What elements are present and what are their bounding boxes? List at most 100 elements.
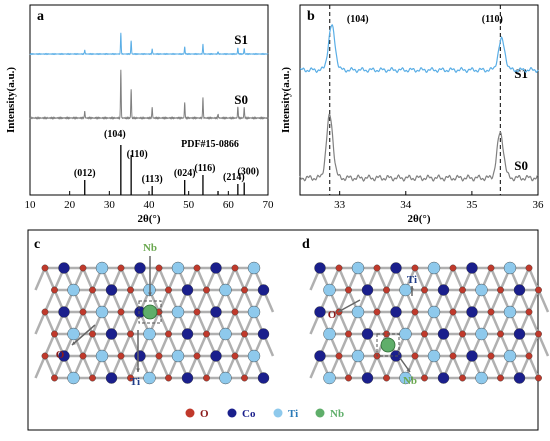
crystal-d-atom — [361, 284, 374, 296]
crystal-d-bond — [451, 289, 464, 313]
crystal-c-atom — [203, 330, 210, 338]
crystal-arrow-head — [406, 368, 410, 372]
crystal-c-atom — [171, 305, 185, 319]
crystal-d-bond — [537, 333, 550, 357]
crystal-c-atom — [155, 352, 163, 360]
crystal-c-bond — [43, 289, 56, 313]
crystal-d-atom — [361, 372, 374, 384]
crystal-d-atom — [427, 305, 441, 319]
crystal-c-atom — [67, 371, 80, 385]
crystal-c-bond — [34, 267, 47, 291]
panel-a-frame — [29, 4, 269, 196]
crystal-d-atom — [437, 372, 450, 384]
panel-a-hkl-label: (214) — [223, 172, 245, 183]
panel-a-letter: a — [37, 9, 44, 24]
panel-a-x-tick-label: 20 — [64, 199, 76, 211]
crystal-c-atom — [58, 262, 70, 274]
crystal-c-atom — [51, 330, 58, 338]
crystal-d-atom — [459, 374, 466, 382]
panel-a-series-s0-line — [29, 69, 269, 121]
legend-o-label: O — [200, 408, 209, 420]
panel-b-ylabel: Intensity(a.u.) — [280, 67, 292, 133]
crystal-d-bond — [527, 355, 540, 379]
crystal-c-atom — [257, 372, 270, 384]
panel-b-x-ticks: 33 34 35 36 — [334, 191, 544, 211]
crystal-d-atom — [351, 349, 365, 363]
crystal-d-bond — [527, 289, 540, 313]
legend-co-swatch — [227, 408, 237, 418]
panel-b-xlabel: 2θ(°) — [408, 213, 431, 225]
crystal-d-bond — [413, 333, 426, 357]
crystal-d-atom — [390, 306, 402, 318]
crystal-c-atom — [219, 327, 232, 341]
crystal-d-atom — [475, 371, 488, 385]
crystal-d-atom — [314, 306, 326, 318]
crystal-c-bond — [157, 311, 170, 335]
crystal-c-bond — [157, 267, 170, 291]
crystal-d-atom — [487, 352, 495, 360]
crystal-c-bond — [233, 289, 246, 313]
crystal-d-bond — [375, 289, 388, 313]
crystal-d-atom — [466, 262, 478, 274]
crystal-c-bond — [34, 311, 47, 335]
crystal-arrow-head — [148, 292, 152, 296]
legend-ti-label: Ti — [288, 408, 298, 420]
crystal-c-atom — [210, 306, 222, 318]
panel-b-reference-label: (110) — [482, 14, 503, 25]
crystal-d-bond — [337, 311, 350, 335]
panel-d-o-label: O — [328, 309, 337, 321]
crystal-d-bond — [489, 289, 502, 313]
crystal-c-atom — [105, 328, 118, 340]
crystal-c-atom — [134, 262, 146, 274]
panel-c-o-label: O — [56, 349, 65, 361]
crystal-c-nb-atom — [142, 304, 158, 320]
panel-a-x-ticks: 10 20 30 40 50 60 70 — [25, 191, 274, 211]
crystal-c-bond — [233, 333, 246, 357]
panel-a-series-s1-line — [29, 32, 269, 56]
crystal-c-atom — [171, 261, 185, 275]
panel-a-x-tick-label: 40 — [144, 199, 156, 211]
crystal-arrow-head — [72, 341, 76, 345]
crystal-d-atom — [535, 330, 542, 338]
panel-a-hkl-label: (012) — [74, 168, 96, 179]
crystal-c-atom — [210, 262, 222, 274]
crystal-c-atom — [155, 264, 163, 272]
crystal-c-bond — [43, 333, 56, 357]
crystal-c-bond — [81, 267, 94, 291]
panel-b-series-s0-line — [299, 113, 539, 182]
panel-d-ti-label: Ti — [407, 274, 417, 286]
crystal-c-atom — [58, 350, 70, 362]
crystal-c-atom — [257, 284, 270, 296]
crystal-d-atom — [525, 308, 533, 316]
crystal-c-atom — [41, 264, 49, 272]
panel-a-x-tick-label: 30 — [104, 199, 116, 211]
crystal-c-atom — [79, 352, 87, 360]
crystal-c-atom — [241, 330, 248, 338]
panel-a-hkl-label: (300) — [237, 167, 259, 178]
crystal-c-atom — [181, 372, 194, 384]
crystal-d-atom — [335, 352, 343, 360]
crystal-c-atom — [231, 264, 239, 272]
panel-d-letter: d — [302, 237, 310, 252]
crystal-d-atom — [437, 284, 450, 296]
crystal-d-bond — [489, 355, 502, 379]
crystal-d-bond — [413, 311, 426, 335]
crystal-d-atom — [345, 330, 352, 338]
crystal-d-bond — [537, 289, 550, 313]
crystal-d-atom — [535, 286, 542, 294]
crystal-c-atom — [193, 264, 201, 272]
crystal-d-atom — [475, 327, 488, 341]
crystal-d-atom — [503, 305, 517, 319]
crystal-d-atom — [345, 286, 352, 294]
panel-a: a Intensity(a.u.) 2θ(°) S1 S0 PDF#15-086… — [5, 4, 274, 225]
crystal-c-bond — [195, 289, 208, 313]
legend-o-swatch — [185, 408, 195, 418]
crystal-c-atom — [95, 305, 109, 319]
panel-c-ti-label: Ti — [130, 376, 140, 388]
crystal-c-atom — [143, 327, 156, 341]
crystal-c-atom — [127, 330, 134, 338]
crystal-d-atom — [323, 371, 336, 385]
crystal-d-bond — [375, 355, 388, 379]
crystal-c-atom — [231, 352, 239, 360]
